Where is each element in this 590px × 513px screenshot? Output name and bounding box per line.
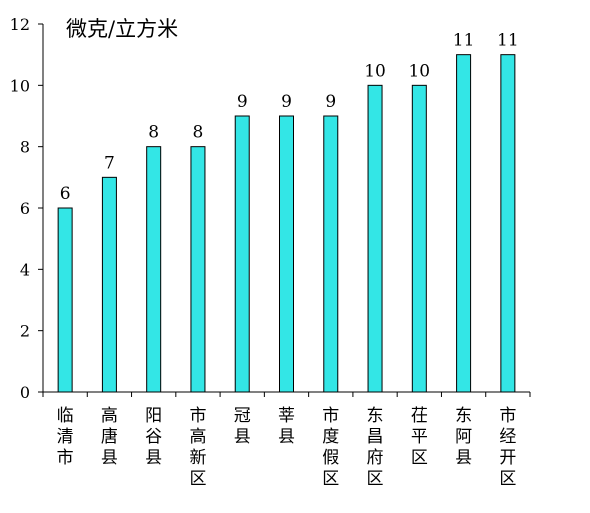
bar <box>234 115 250 393</box>
y-axis-ticks: 0 2 4 6 8 10 12 <box>10 15 43 402</box>
bars <box>57 54 516 393</box>
bar <box>101 176 117 393</box>
category-label: 市经开区 <box>499 406 516 489</box>
y-tick-label: 4 <box>20 260 30 279</box>
bar <box>367 84 383 393</box>
category-label: 莘县 <box>278 406 295 447</box>
bar <box>57 207 73 393</box>
category-label: 东昌府区 <box>367 406 384 489</box>
data-label: 7 <box>104 153 115 173</box>
unit-label: 微克/立方米 <box>66 17 178 41</box>
data-label: 10 <box>364 61 386 81</box>
category-label: 市高新区 <box>189 406 206 489</box>
bar <box>146 146 162 393</box>
data-label: 8 <box>193 123 204 143</box>
y-tick-label: 8 <box>20 138 30 157</box>
data-label: 11 <box>497 31 519 51</box>
data-label: 6 <box>60 184 71 204</box>
category-label: 阳谷县 <box>145 406 162 468</box>
category-label: 市度假区 <box>322 406 339 489</box>
category-label: 茌平区 <box>411 406 428 468</box>
y-tick-label: 10 <box>10 76 30 95</box>
bar <box>456 54 472 393</box>
bar <box>500 54 516 393</box>
data-label: 9 <box>237 92 248 112</box>
category-label: 东阿县 <box>455 406 472 468</box>
category-label: 冠县 <box>234 406 251 447</box>
y-tick-label: 2 <box>20 322 30 341</box>
data-labels: 6 7 8 8 9 9 9 10 10 11 11 <box>60 31 519 204</box>
data-label: 9 <box>281 92 292 112</box>
y-tick-label: 6 <box>20 199 30 218</box>
data-label: 10 <box>408 61 430 81</box>
bar <box>190 146 206 393</box>
bar <box>411 84 427 393</box>
bar <box>323 115 339 393</box>
data-label: 9 <box>325 92 336 112</box>
data-label: 8 <box>148 123 159 143</box>
category-label: 临清市 <box>57 406 74 468</box>
y-tick-label: 12 <box>10 15 30 34</box>
data-label: 11 <box>453 31 475 51</box>
y-tick-label: 0 <box>20 383 30 402</box>
category-label: 高唐县 <box>101 406 118 468</box>
bar <box>279 115 294 393</box>
